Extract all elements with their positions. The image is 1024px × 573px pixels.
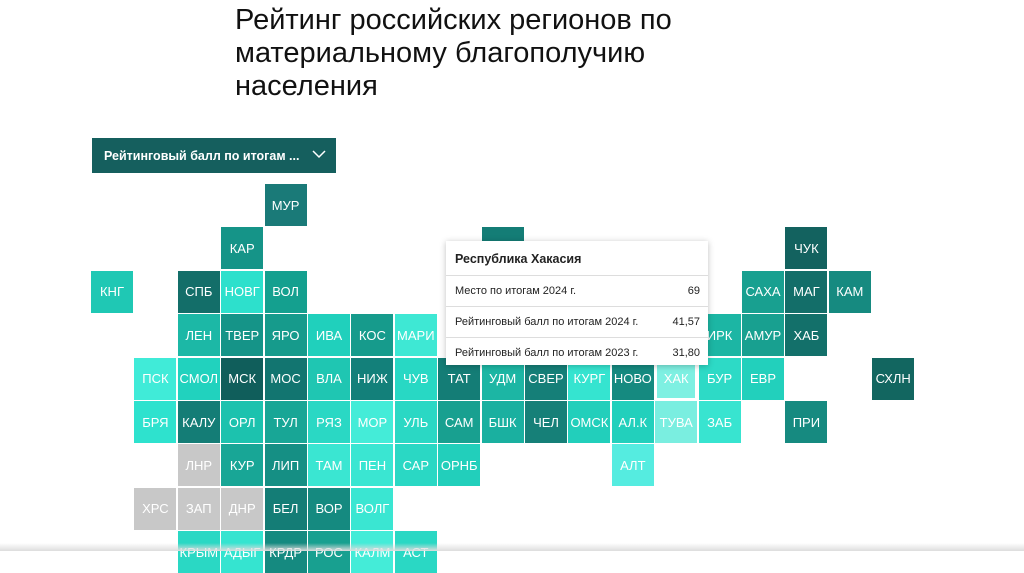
region-tile[interactable]: БРЯ	[134, 401, 177, 443]
region-tile[interactable]: ЛЕН	[177, 314, 220, 357]
page: Рейтинг российских регионов по материаль…	[0, 4, 1024, 573]
region-tile[interactable]: КОС	[351, 314, 394, 357]
region-tile[interactable]: САР	[394, 444, 437, 487]
region-tile[interactable]: АСТ	[394, 531, 437, 573]
region-tile[interactable]: ИВА	[308, 314, 350, 357]
region-tile[interactable]: МУР	[264, 184, 307, 226]
region-tile[interactable]: ВЛА	[308, 357, 350, 400]
dropdown-label: Рейтинговый балл по итогам ...	[104, 148, 300, 163]
tooltip: Республика Хакасия Место по итогам 2024 …	[446, 241, 708, 365]
region-tile[interactable]: БШК	[481, 401, 524, 443]
region-tile[interactable]: ОРЛ	[221, 401, 264, 443]
region-tile[interactable]: ОРНБ	[438, 444, 481, 487]
region-tile[interactable]: ПСК	[134, 357, 177, 400]
row-value: 69	[687, 285, 700, 297]
row-value: 31,80	[672, 347, 700, 359]
region-tile[interactable]: АДЫГ	[221, 531, 264, 573]
region-tile[interactable]: МОС	[264, 357, 307, 400]
tooltip-title: Республика Хакасия	[446, 241, 708, 276]
region-tile[interactable]: УЛЬ	[394, 401, 437, 443]
region-tile[interactable]: ЗАП	[177, 487, 220, 530]
region-tile[interactable]: КРДР	[264, 531, 307, 573]
region-tile[interactable]: ЧУВ	[394, 357, 437, 400]
region-tile[interactable]: ХАБ	[785, 314, 828, 357]
region-tile[interactable]: РЯЗ	[308, 401, 350, 443]
region-tile[interactable]: МАРИ	[394, 314, 437, 357]
region-tile[interactable]: НОВГ	[221, 270, 264, 313]
region-tile[interactable]: СМОЛ	[177, 357, 220, 400]
region-tile[interactable]: РОС	[308, 531, 350, 573]
region-tile[interactable]: АЛ.К	[611, 401, 654, 443]
page-title: Рейтинг российских регионов по материаль…	[235, 4, 672, 102]
chevron	[312, 150, 326, 159]
row-label: Рейтинговый балл по итогам 2023 г.	[455, 347, 639, 359]
region-tile[interactable]: ТУЛ	[264, 401, 307, 443]
region-tile[interactable]: КУР	[221, 444, 264, 487]
region-tile[interactable]: КАЛМ	[351, 531, 394, 573]
region-tile[interactable]: ТВЕР	[221, 314, 264, 357]
region-tile[interactable]: НИЖ	[351, 357, 394, 400]
region-tile[interactable]: КРЫМ	[177, 531, 220, 573]
region-tile[interactable]: ОМСК	[568, 401, 611, 443]
region-tile[interactable]: САМ	[438, 401, 481, 443]
bottom-fade	[0, 543, 1024, 551]
region-tile[interactable]: СХЛН	[872, 357, 915, 400]
tooltip-row: Рейтинговый балл по итогам 2023 г. 31,80	[446, 338, 708, 368]
region-tile[interactable]: ПРИ	[785, 401, 828, 443]
region-tile[interactable]: ЕВР	[742, 357, 784, 400]
region-tile[interactable]: АЛТ	[611, 444, 654, 487]
row-value: 41,57	[672, 316, 700, 328]
region-tile[interactable]: МОР	[351, 401, 394, 443]
region-tile[interactable]: ЛНР	[177, 444, 220, 487]
region-tile[interactable]: ВОЛ	[264, 270, 307, 313]
region-tile[interactable]: ДНР	[221, 487, 264, 530]
region-tile[interactable]: КАР	[221, 227, 264, 270]
metric-dropdown[interactable]: Рейтинговый балл по итогам ...	[92, 138, 336, 173]
region-tile[interactable]: КНГ	[91, 270, 133, 313]
region-tile[interactable]: БЕЛ	[264, 487, 307, 530]
region-tile[interactable]: БУР	[698, 357, 741, 400]
region-tile[interactable]: МАГ	[785, 270, 828, 313]
tooltip-row: Рейтинговый балл по итогам 2024 г. 41,57	[446, 307, 708, 338]
region-tile[interactable]: ТУВА	[655, 401, 698, 443]
region-tile[interactable]: КАМ	[828, 270, 871, 313]
region-tile[interactable]: ТАМ	[308, 444, 350, 487]
region-tile[interactable]: ХРС	[134, 487, 177, 530]
region-tile[interactable]: СПБ	[177, 270, 220, 313]
region-tile[interactable]: ВОЛГ	[351, 487, 394, 530]
tooltip-row: Место по итогам 2024 г. 69	[446, 276, 708, 307]
region-tile[interactable]: ЛИП	[264, 444, 307, 487]
region-tile[interactable]: ЯРО	[264, 314, 307, 357]
region-tile[interactable]: ЧУК	[785, 227, 828, 270]
region-tile[interactable]: КАЛУ	[177, 401, 220, 443]
region-tile[interactable]: ПЕН	[351, 444, 394, 487]
region-tile[interactable]: АМУР	[742, 314, 784, 357]
region-tile[interactable]: МСК	[221, 357, 264, 400]
row-label: Рейтинговый балл по итогам 2024 г.	[455, 316, 639, 328]
region-tile[interactable]: ВОР	[308, 487, 350, 530]
region-tile[interactable]: ЗАБ	[698, 401, 741, 443]
row-label: Место по итогам 2024 г.	[455, 285, 577, 297]
region-tile[interactable]: ЧЕЛ	[525, 401, 567, 443]
region-tile[interactable]: САХА	[742, 270, 784, 313]
